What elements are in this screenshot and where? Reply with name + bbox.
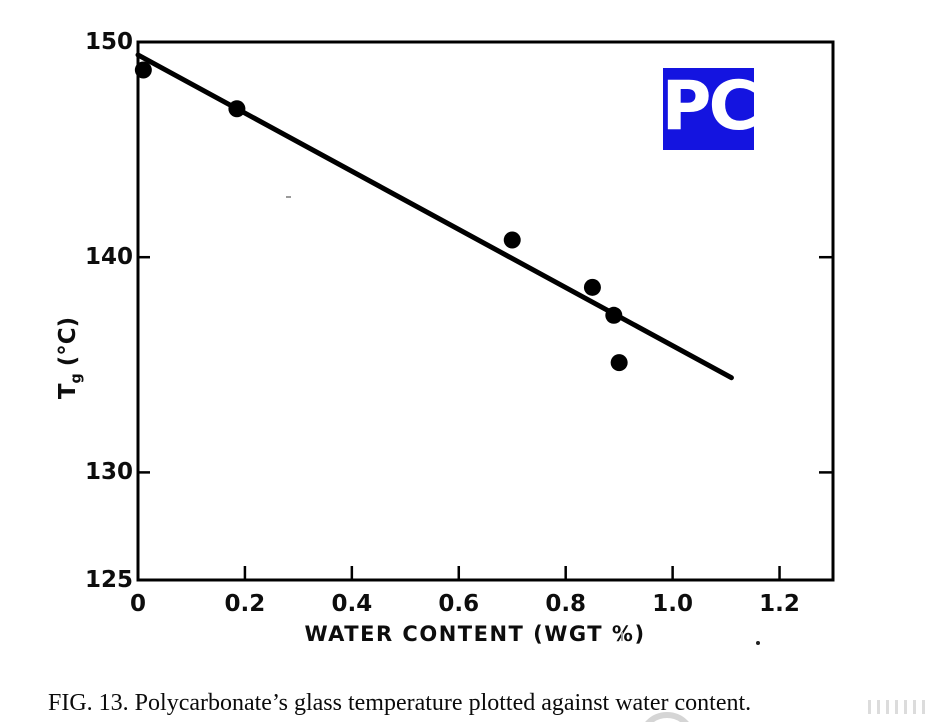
scan-speck-artifact [621,632,623,641]
x-tick-label: 0.4 [331,591,373,617]
x-tick-label: 0.8 [545,591,587,617]
y-tick-label: 125 [85,567,134,593]
figure-caption: FIG. 13. Polycarbonate’s glass temperatu… [48,690,752,716]
data-point [134,61,152,79]
scan-speck-artifact [286,196,291,198]
x-tick-label: 0.6 [438,591,480,617]
y-tick-label: 130 [85,459,134,486]
y-tick-label: 150 [85,29,134,55]
x-tick-label: 0 [129,591,147,617]
y-axis-label-units: (°C) [55,316,81,367]
data-point [503,231,521,249]
trend-line [135,52,734,381]
y-tick-label: 140 [85,244,134,271]
data-point [228,100,246,118]
y-axis-label: Tg (°C) [55,306,85,410]
y-axis-label-symbol: T [55,383,81,400]
plot-frame [136,40,835,582]
x-tick-label: 0.2 [224,591,266,617]
data-point [610,354,628,372]
pc-annotation-badge: PC [662,68,758,150]
x-tick-label: 1.0 [652,591,693,617]
data-point [583,278,601,296]
scan-edge-artifact [868,700,930,714]
data-point [605,306,623,324]
scan-speck-artifact [756,641,760,645]
x-axis-label: WATER CONTENT (WGT %) [304,622,646,646]
x-tick-label: 1.2 [759,591,800,617]
y-axis-label-subscript: g [68,373,85,384]
